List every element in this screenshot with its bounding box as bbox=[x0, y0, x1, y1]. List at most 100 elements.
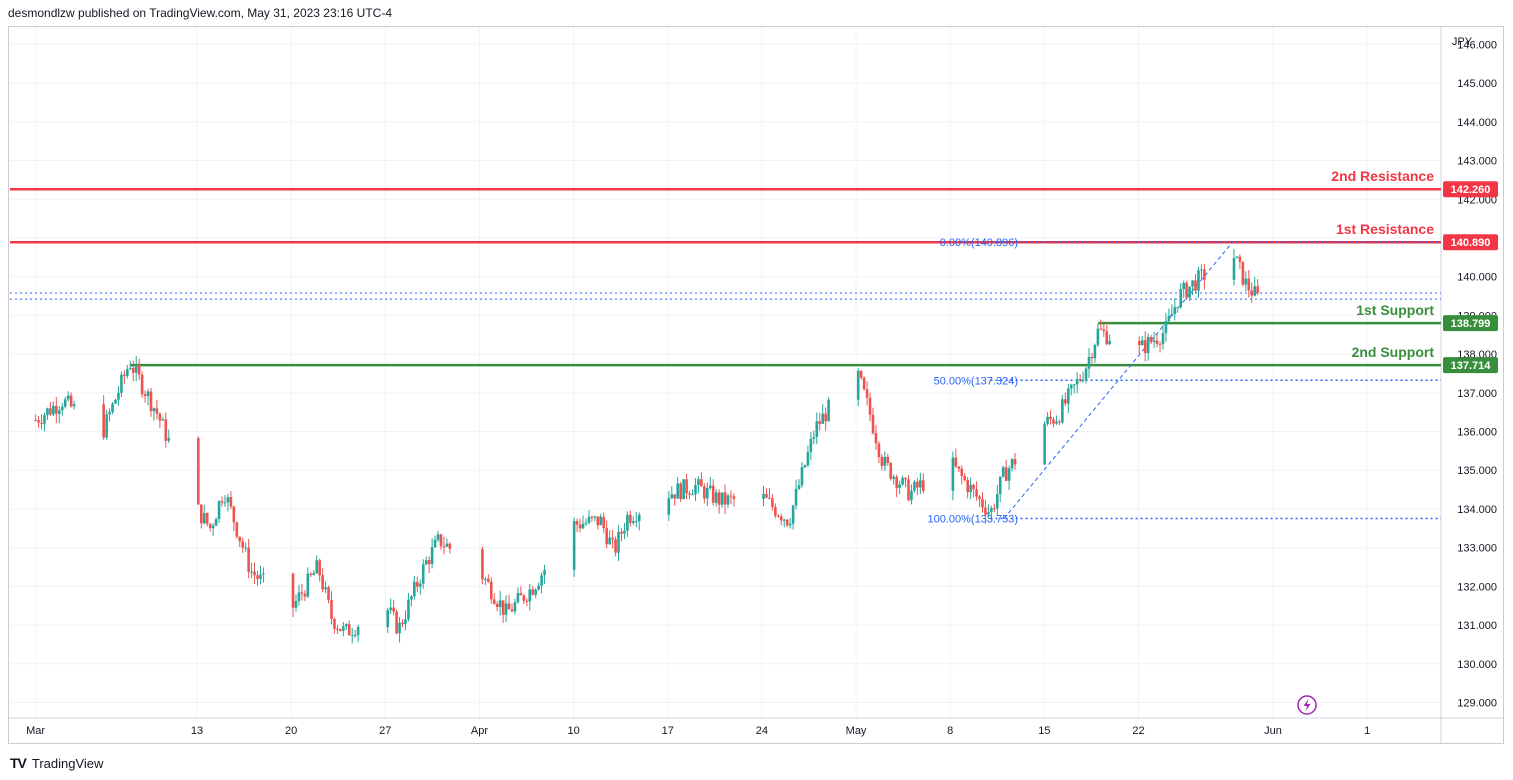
candle-body bbox=[673, 494, 677, 499]
candle-body bbox=[247, 547, 250, 572]
candle-body bbox=[1105, 331, 1109, 345]
resistance-level-label: 2nd Resistance bbox=[1331, 168, 1434, 184]
candle-body bbox=[1191, 280, 1194, 287]
candle-body bbox=[629, 514, 632, 523]
candle-body bbox=[892, 476, 896, 479]
x-tick-label: 8 bbox=[947, 725, 953, 737]
candle-body bbox=[782, 519, 786, 521]
candle-body bbox=[72, 404, 76, 407]
candle-body bbox=[774, 506, 777, 516]
candle-body bbox=[55, 405, 58, 414]
candle-body bbox=[395, 611, 398, 634]
candle-body bbox=[448, 543, 452, 549]
candle-body bbox=[161, 419, 165, 421]
y-tick-label: 142.000 bbox=[1457, 194, 1497, 206]
candle-body bbox=[1152, 340, 1156, 342]
candle-body bbox=[1232, 257, 1236, 280]
candle-body bbox=[617, 531, 620, 553]
candle-body bbox=[797, 485, 801, 489]
candle-body bbox=[297, 592, 301, 601]
price-tag bbox=[1443, 234, 1498, 251]
candle-body bbox=[1090, 356, 1094, 359]
candle-body bbox=[990, 508, 993, 513]
candle-body bbox=[856, 370, 860, 400]
candle-body bbox=[984, 507, 987, 515]
candle-body bbox=[1140, 340, 1144, 346]
candle-body bbox=[1241, 261, 1245, 285]
candle-body bbox=[200, 504, 203, 524]
candle-body bbox=[534, 589, 537, 595]
candle-body bbox=[158, 413, 162, 421]
candle-body bbox=[294, 600, 298, 608]
candle-body bbox=[572, 521, 576, 570]
candle-body bbox=[1066, 388, 1070, 404]
candle-body bbox=[336, 628, 339, 630]
candle-body bbox=[794, 488, 798, 506]
time-axis: Mar 13 20 27 Apr 10 17 24 May 8 15 22 Jun 1 bbox=[26, 725, 1370, 737]
candle-body bbox=[904, 477, 907, 480]
candle-body bbox=[803, 465, 807, 468]
candle-body bbox=[327, 587, 330, 600]
x-tick-label: Jun bbox=[1264, 725, 1282, 737]
candle-body bbox=[421, 564, 425, 584]
candle-body bbox=[339, 628, 342, 631]
candle-body bbox=[1102, 329, 1106, 332]
candle-body bbox=[993, 508, 996, 510]
y-tick-label: 132.000 bbox=[1457, 581, 1497, 593]
candle-body bbox=[883, 456, 887, 466]
support-level-label: 2nd Support bbox=[1352, 344, 1435, 360]
candle-body bbox=[407, 599, 410, 620]
candle-body bbox=[120, 374, 123, 393]
candle-body bbox=[1138, 341, 1141, 346]
candle-body bbox=[439, 534, 443, 547]
candle-body bbox=[720, 492, 724, 505]
candle-body bbox=[818, 421, 822, 424]
candle-body bbox=[596, 516, 600, 526]
candle-body bbox=[117, 392, 120, 400]
candle-body bbox=[812, 436, 816, 439]
candle-body bbox=[489, 581, 493, 600]
candle-body bbox=[969, 484, 972, 493]
candle-body bbox=[910, 490, 913, 501]
candle-body bbox=[1203, 269, 1206, 280]
candle-body bbox=[226, 497, 230, 503]
candle-body bbox=[714, 492, 718, 503]
lightning-icon[interactable] bbox=[1297, 695, 1317, 715]
tradingview-logo-icon[interactable]: TV bbox=[10, 755, 27, 771]
candle-body bbox=[975, 489, 978, 497]
candle-body bbox=[762, 493, 765, 499]
candle-body bbox=[350, 635, 354, 637]
price-tag-label: 137.714 bbox=[1451, 360, 1492, 372]
candle-body bbox=[63, 399, 67, 407]
candle-body bbox=[898, 484, 901, 488]
candle-body bbox=[1161, 333, 1165, 345]
x-tick-label: 27 bbox=[379, 725, 391, 737]
y-tick-label: 143.000 bbox=[1457, 156, 1497, 168]
candle-body bbox=[205, 513, 209, 524]
candle-body bbox=[516, 593, 520, 603]
candle-body bbox=[46, 408, 49, 416]
support-level-label: 1st Support bbox=[1356, 302, 1434, 318]
candle-body bbox=[164, 419, 168, 441]
candle-body bbox=[69, 395, 73, 407]
candle-body bbox=[389, 607, 392, 611]
candle-body bbox=[229, 497, 233, 507]
candle-body bbox=[126, 369, 129, 376]
candle-body bbox=[540, 575, 543, 586]
candle-body bbox=[634, 521, 638, 523]
candle-body bbox=[312, 573, 316, 576]
candle-body bbox=[1055, 421, 1058, 424]
candle-body bbox=[895, 476, 898, 488]
candle-body bbox=[685, 479, 688, 494]
candle-body bbox=[413, 581, 416, 597]
candle-body bbox=[1238, 256, 1242, 262]
candle-body bbox=[155, 408, 159, 414]
candle-body bbox=[717, 492, 721, 505]
candle-body bbox=[262, 573, 265, 575]
candle-body bbox=[1081, 380, 1085, 382]
candle-body bbox=[1253, 286, 1257, 296]
candle-body bbox=[57, 410, 61, 414]
candle-body bbox=[235, 522, 239, 537]
candle-body bbox=[102, 404, 105, 438]
